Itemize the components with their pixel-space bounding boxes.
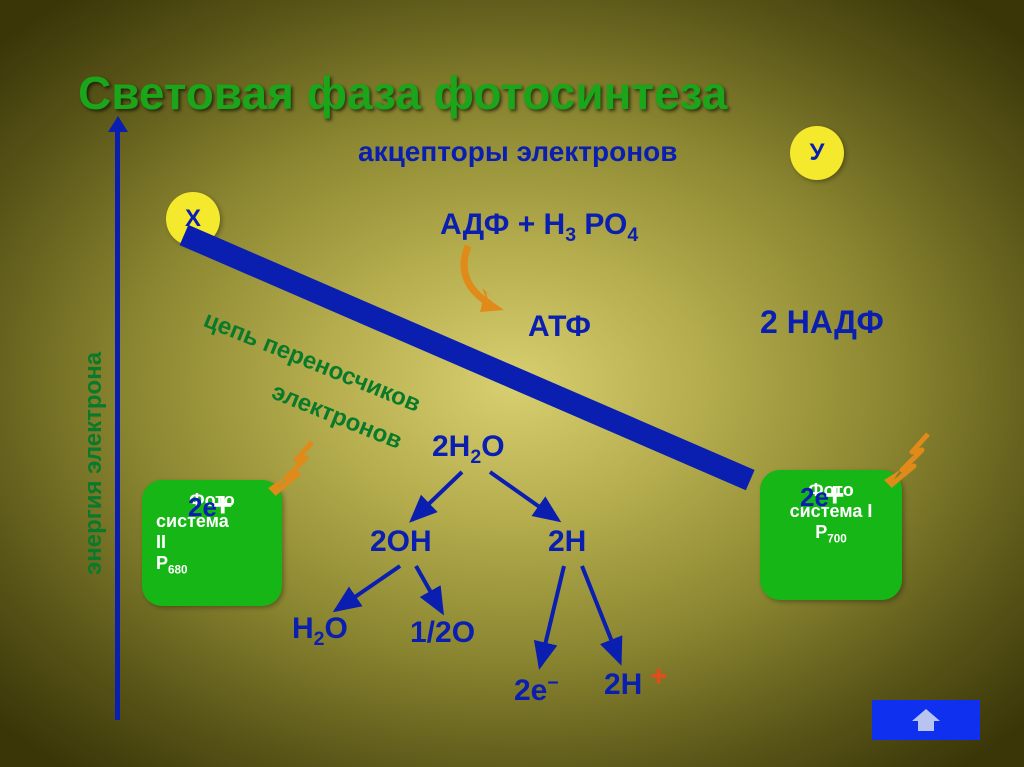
ps2-electron-label: 2е+: [188, 486, 233, 525]
acceptor-y-label: У: [810, 139, 825, 167]
formula-adp: АДФ + Н3 РО4: [440, 208, 638, 247]
home-icon: [905, 705, 947, 735]
formula-h2o: Н2О: [292, 612, 348, 651]
formula-nadp: 2 НАДФ: [760, 304, 884, 341]
formula-2h: 2Н: [548, 525, 586, 559]
formula-half-o: 1/2О: [410, 616, 475, 650]
ps1-p: Р700: [774, 522, 888, 546]
acceptor-y-circle: У: [790, 126, 844, 180]
energy-axis-label: энергия электрона: [80, 352, 108, 575]
light-arrow-1: [264, 438, 324, 498]
formula-2h2o: 2Н2О: [432, 430, 505, 469]
page-title: Световая фаза фотосинтеза: [78, 66, 727, 120]
ps1-electron-label: 2е+: [800, 476, 845, 515]
energy-axis-arrow: [115, 130, 120, 720]
subtitle-acceptors: акцепторы электронов: [358, 136, 677, 168]
light-arrow-2: [880, 430, 940, 490]
home-nav-button[interactable]: [872, 700, 980, 740]
formula-2h-plus: 2Н: [604, 668, 642, 702]
formula-plus-sign: +: [650, 660, 668, 694]
adp-atp-arrow: [448, 238, 548, 318]
ps2-num: II: [156, 532, 268, 553]
formula-atp: АТФ: [528, 310, 591, 344]
formula-2e: 2е−: [514, 672, 559, 708]
formula-2oh: 2ОН: [370, 525, 432, 559]
ps2-p: Р680: [156, 553, 268, 577]
